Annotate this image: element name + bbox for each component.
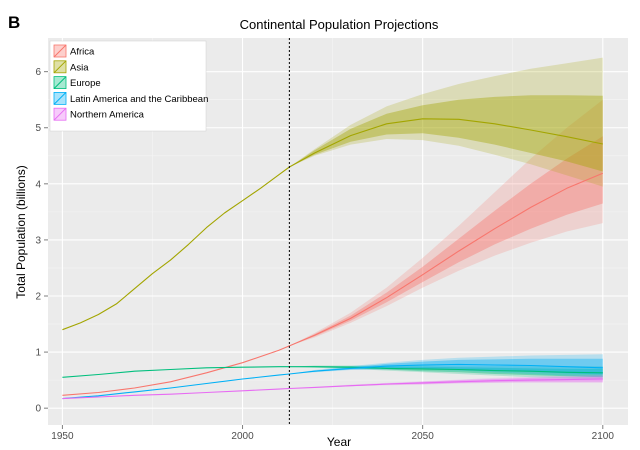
legend-line-key <box>53 92 67 105</box>
x-axis: 1950 2000 2050 2100 <box>51 425 614 442</box>
legend-line-key <box>53 107 67 121</box>
asiainner-band <box>289 95 603 172</box>
series-lines <box>62 118 604 400</box>
europeouter-band <box>289 365 603 380</box>
europeline <box>62 366 603 378</box>
legend-item: Asia <box>53 60 89 74</box>
legend-line-key <box>53 76 67 89</box>
europeinner-band <box>289 366 603 378</box>
x-axis-title: Year <box>327 435 351 449</box>
y-tick-label: 0 <box>35 404 41 415</box>
y-tick-label: 4 <box>35 179 41 190</box>
legend-box <box>49 40 207 132</box>
latin-america-and-the-caribbeanline <box>62 363 603 400</box>
africaouter-band <box>289 99 603 346</box>
asiaouter-band <box>289 57 603 187</box>
legend-item: Europe <box>53 76 101 89</box>
y-tick-label: 1 <box>35 348 41 359</box>
x-tick-label: 2100 <box>592 431 615 442</box>
legend-item: Northern America <box>53 107 145 121</box>
northern-americaline <box>62 378 603 400</box>
africainner-band <box>289 136 603 346</box>
y-axis-title: Total Population (billions) <box>14 165 28 298</box>
x-tick-label: 1950 <box>51 431 74 442</box>
asialine <box>62 118 603 331</box>
y-axis: 0 1 2 3 4 5 6 <box>35 67 48 415</box>
legend-line-key <box>53 44 67 58</box>
legend-label: Asia <box>70 62 89 73</box>
legend-label: Africa <box>70 47 95 58</box>
panel-label: B <box>8 13 20 32</box>
legend-label: Northern America <box>70 110 145 121</box>
chart-title: Continental Population Projections <box>240 17 439 32</box>
x-tick-label: 2000 <box>231 431 254 442</box>
y-tick-label: 3 <box>35 235 41 246</box>
legend-label: Latin America and the Caribbean <box>70 94 208 105</box>
y-tick-label: 2 <box>35 292 41 303</box>
y-tick-label: 5 <box>35 123 41 134</box>
legend-label: Europe <box>70 78 101 89</box>
y-tick-label: 6 <box>35 67 41 78</box>
x-tick-label: 2050 <box>412 431 435 442</box>
legend-item: Latin America and the Caribbean <box>53 92 208 105</box>
legend-line-key <box>53 60 67 74</box>
legend-item: Africa <box>53 44 95 58</box>
africaline <box>62 172 604 396</box>
legend: Africa Asia Europe Latin America and the Ca… <box>49 40 208 132</box>
